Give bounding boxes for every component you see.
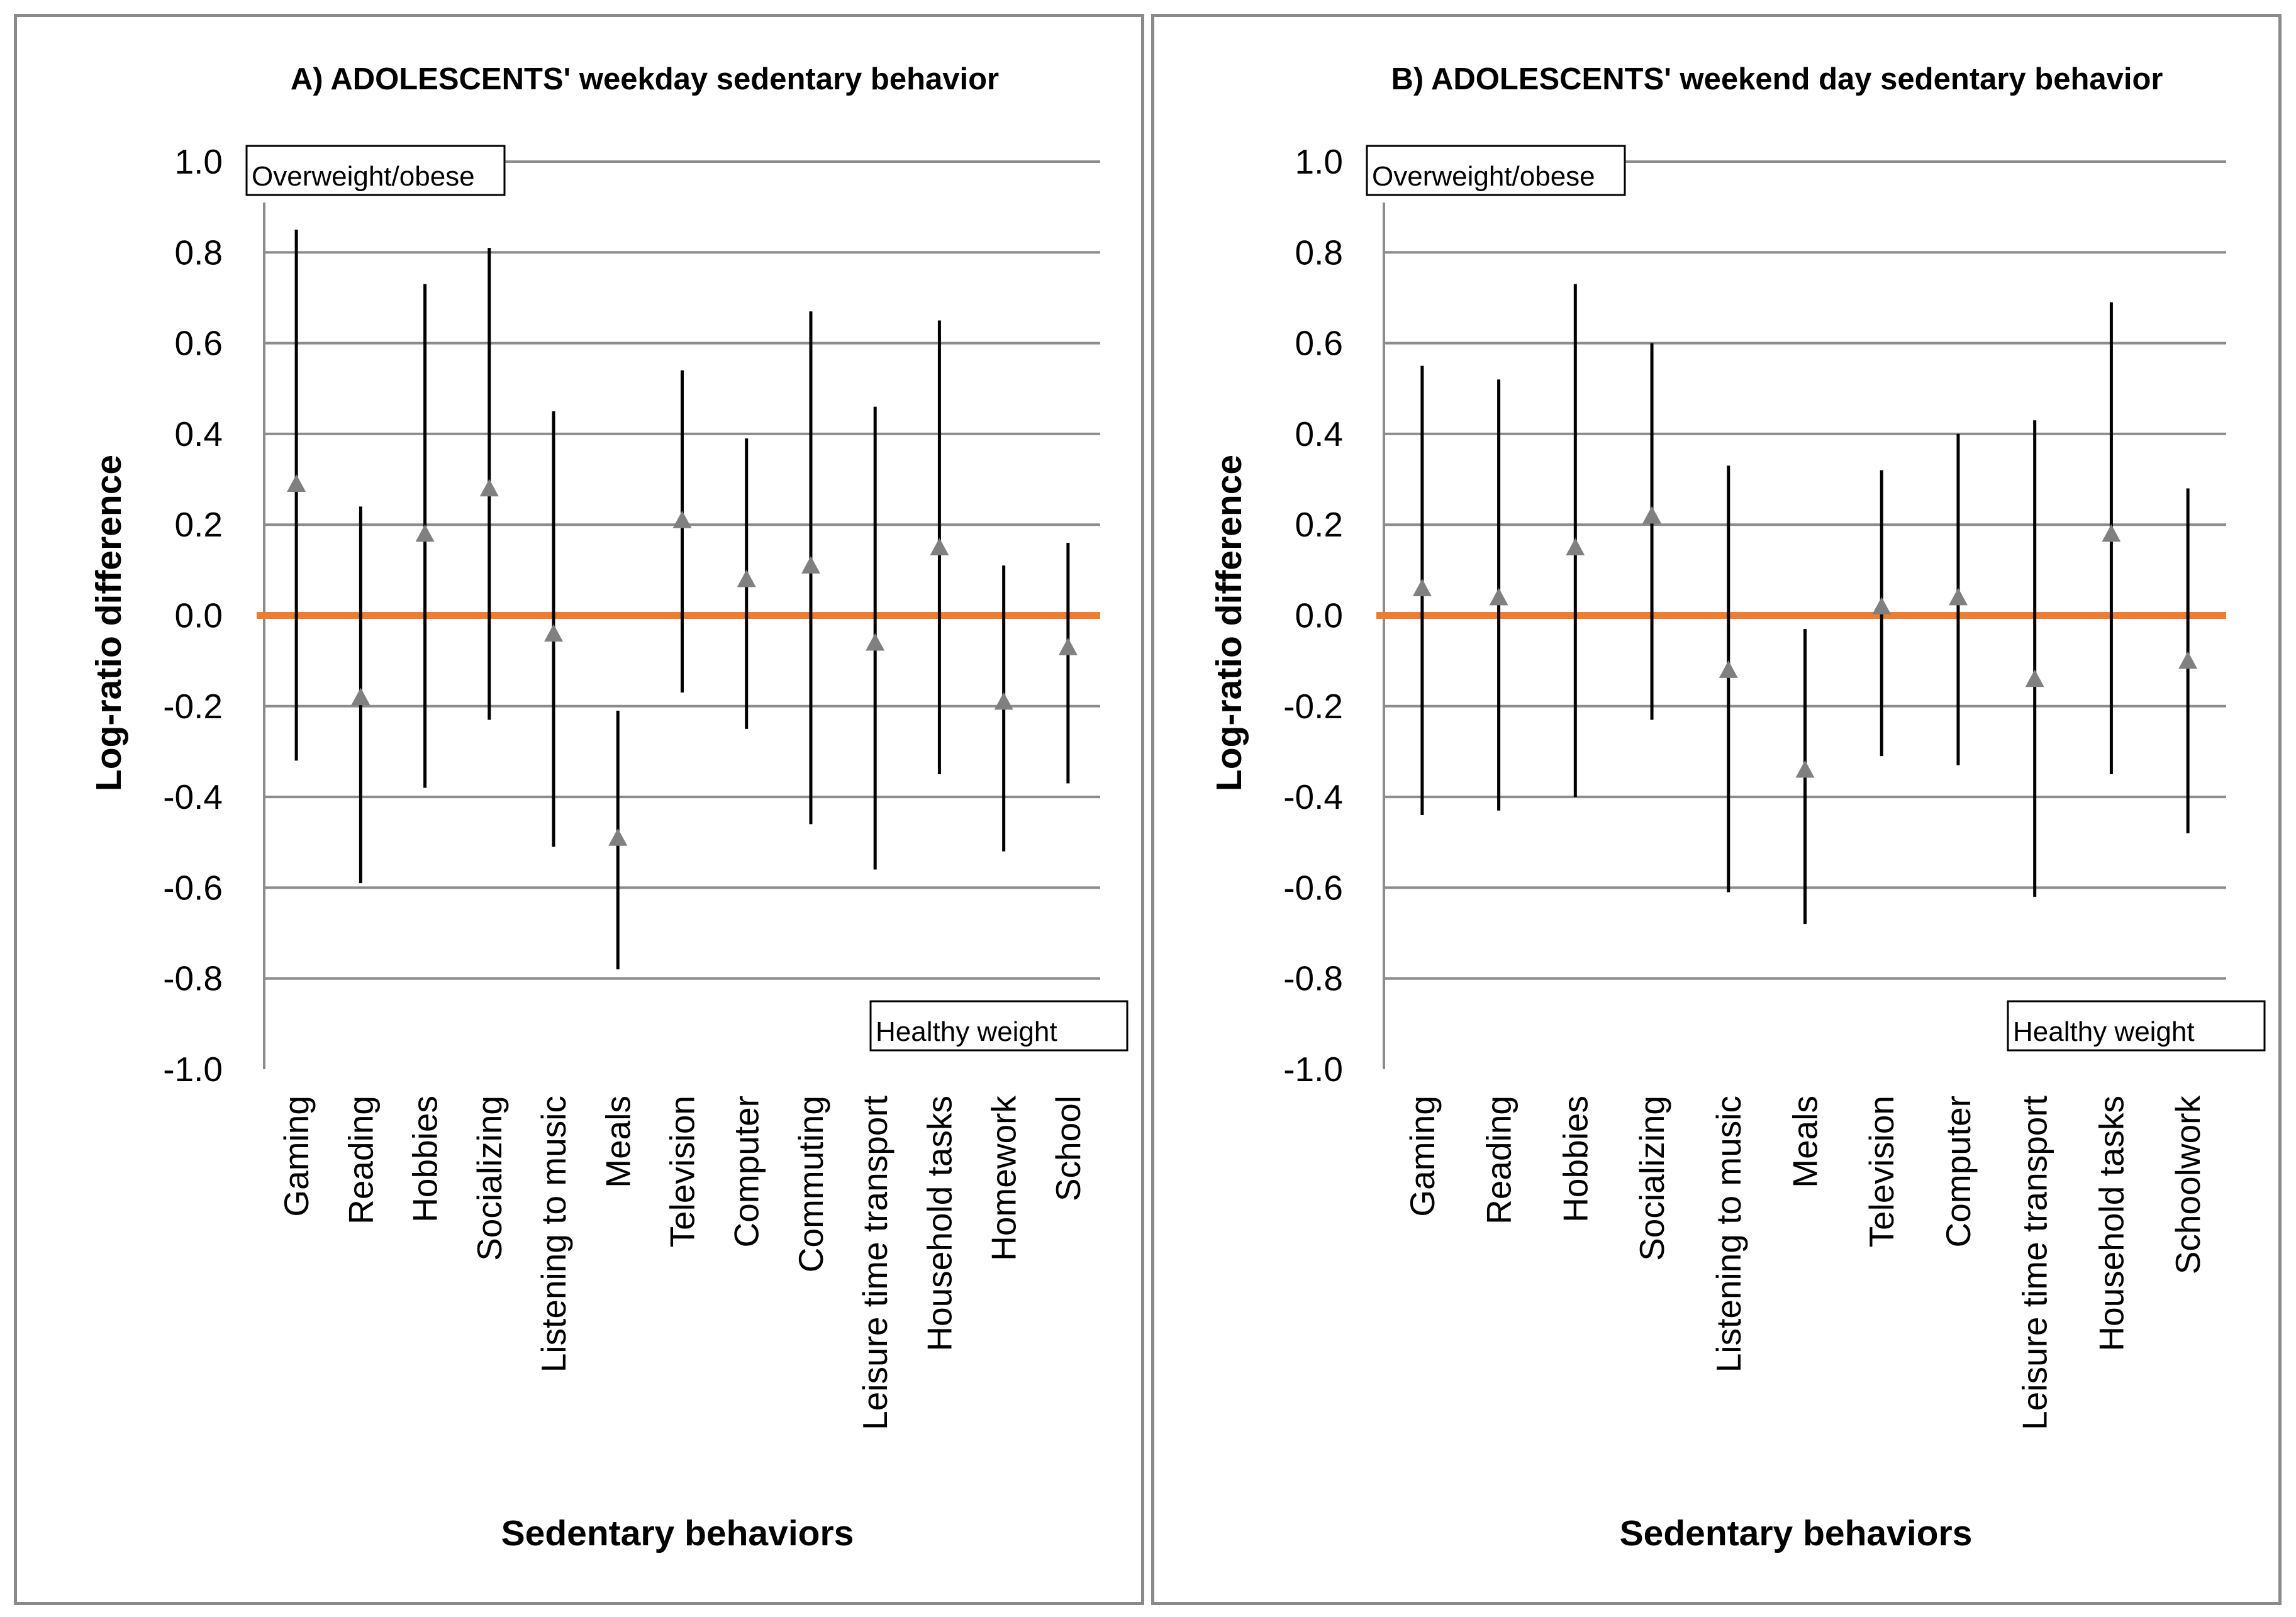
data-point-marker xyxy=(866,633,885,651)
data-point-marker xyxy=(544,624,564,642)
x-tick-label: Commuting xyxy=(791,1096,830,1272)
error-bars xyxy=(1420,284,2190,925)
x-tick-label: Gaming xyxy=(1403,1096,1442,1217)
y-tick-label: -0.6 xyxy=(163,868,223,907)
x-tick-label: Socializing xyxy=(1632,1096,1671,1261)
x-tick-label: Listening to music xyxy=(1709,1096,1748,1372)
overweight-label-box xyxy=(1366,145,1626,196)
y-tick-labels: 1.0 0.8 0.6 0.4 0.2 0.0 -0.2 -0.4 -0.6 -0.8 -1.0 xyxy=(163,142,223,1089)
y-tick-label: 0.2 xyxy=(175,505,223,544)
y-tick-label: 0.6 xyxy=(1295,324,1343,363)
y-tick-label: 0.8 xyxy=(1295,233,1343,272)
y-tick-label: -1.0 xyxy=(163,1050,223,1089)
x-tick-label: Homework xyxy=(984,1096,1023,1261)
x-tick-label: Schoolwork xyxy=(2168,1096,2207,1275)
x-tick-label: Household tasks xyxy=(920,1096,959,1352)
x-tick-label: Television xyxy=(663,1096,702,1248)
data-point-marker xyxy=(479,479,499,497)
healthy-weight-label-box xyxy=(869,1000,1128,1052)
data-point-marker xyxy=(1948,587,1968,606)
y-tick-label: 1.0 xyxy=(1295,142,1343,181)
chart-panel-b: 1.0 0.8 0.6 0.4 0.2 0.0 -0.2 -0.4 -0.6 -0.8 -1.0 G… xyxy=(1151,14,2282,1605)
chart-title: B) ADOLESCENTS' weekend day sedentary be… xyxy=(1391,62,2163,96)
x-tick-label: Listening to music xyxy=(534,1096,573,1372)
y-tick-label: 0.6 xyxy=(175,324,223,363)
healthy-weight-label-box xyxy=(2007,1000,2266,1052)
y-tick-label: -0.6 xyxy=(1283,868,1343,907)
data-point-marker xyxy=(1872,597,1892,614)
data-point-marker xyxy=(737,569,756,587)
x-axis-label: Sedentary behaviors xyxy=(1620,1513,1973,1553)
data-point-marker xyxy=(415,524,435,542)
y-tick-label: 0.2 xyxy=(1295,505,1343,544)
x-tick-labels: Gaming Reading Hobbies Socializing Listening… xyxy=(277,1096,1088,1430)
healthy-weight-label: Healthy weight xyxy=(2013,1016,2195,1047)
y-tick-label: -1.0 xyxy=(1283,1050,1343,1089)
data-points xyxy=(287,474,1078,846)
x-tick-label: School xyxy=(1049,1096,1088,1201)
data-point-marker xyxy=(2178,651,2198,669)
x-tick-label: Computer xyxy=(1939,1096,1978,1247)
data-point-marker xyxy=(1489,587,1508,606)
data-point-marker xyxy=(287,474,306,492)
data-point-marker xyxy=(351,687,371,706)
data-point-marker xyxy=(672,510,692,528)
x-tick-label: Household tasks xyxy=(2092,1096,2131,1352)
y-axis-label: Log-ratio difference xyxy=(1209,455,1249,791)
data-point-marker xyxy=(1642,506,1662,524)
data-points xyxy=(1412,506,2198,778)
chart-title: A) ADOLESCENTS' weekday sedentary behavi… xyxy=(291,62,999,96)
x-tick-label: Leisure time transport xyxy=(2015,1096,2054,1430)
x-tick-label: Meals xyxy=(1786,1096,1825,1188)
x-tick-label: Hobbies xyxy=(1556,1096,1595,1223)
data-point-marker xyxy=(608,828,628,846)
y-tick-label: -0.4 xyxy=(163,777,223,816)
data-point-marker xyxy=(801,556,820,574)
x-tick-label: Leisure time transport xyxy=(855,1096,894,1430)
data-point-marker xyxy=(2102,524,2121,542)
x-tick-label: Reading xyxy=(1480,1096,1519,1225)
x-axis-label: Sedentary behaviors xyxy=(501,1513,854,1553)
overweight-label: Overweight/obese xyxy=(1372,161,1595,192)
x-tick-label: Gaming xyxy=(277,1096,316,1217)
x-tick-label: Reading xyxy=(341,1096,380,1225)
y-tick-label: -0.4 xyxy=(1283,777,1343,816)
data-point-marker xyxy=(1058,638,1078,655)
data-point-marker xyxy=(1719,660,1738,678)
x-tick-label: Computer xyxy=(727,1096,766,1247)
x-tick-label: Meals xyxy=(598,1096,637,1188)
x-tick-label: Hobbies xyxy=(406,1096,445,1223)
y-tick-label: 0.4 xyxy=(175,414,223,453)
chart-b-svg: 1.0 0.8 0.6 0.4 0.2 0.0 -0.2 -0.4 -0.6 -0.8 -1.0 G… xyxy=(1209,62,2266,1553)
data-point-marker xyxy=(2025,669,2044,687)
overweight-label-box xyxy=(245,145,506,196)
overweight-label: Overweight/obese xyxy=(252,161,475,192)
x-tick-label: Socializing xyxy=(470,1096,509,1261)
data-point-marker xyxy=(994,692,1013,710)
error-bars xyxy=(294,230,1070,970)
y-tick-label: -0.2 xyxy=(163,687,223,726)
data-point-marker xyxy=(1412,579,1432,596)
chart-a-svg: 1.0 0.8 0.6 0.4 0.2 0.0 -0.2 -0.4 -0.6 -0.8 -1.0 G… xyxy=(89,62,1128,1553)
y-tick-label: 0.4 xyxy=(1295,414,1343,453)
healthy-weight-label: Healthy weight xyxy=(876,1016,1057,1047)
data-point-marker xyxy=(1795,760,1815,778)
y-tick-label: 0.0 xyxy=(1295,596,1343,635)
y-tick-label: -0.2 xyxy=(1283,687,1343,726)
x-tick-labels: Gaming Reading Hobbies Socializing Listening… xyxy=(1403,1096,2207,1430)
data-point-marker xyxy=(1566,538,1585,556)
y-tick-label: -0.8 xyxy=(1283,959,1343,998)
x-tick-label: Television xyxy=(1862,1096,1901,1248)
y-tick-label: -0.8 xyxy=(163,959,223,998)
chart-panel-a: 1.0 0.8 0.6 0.4 0.2 0.0 -0.2 -0.4 -0.6 -0.8 -1.0 G… xyxy=(14,14,1144,1605)
y-tick-label: 1.0 xyxy=(175,142,223,181)
data-point-marker xyxy=(930,538,949,556)
y-axis-label: Log-ratio difference xyxy=(89,455,129,791)
y-tick-labels: 1.0 0.8 0.6 0.4 0.2 0.0 -0.2 -0.4 -0.6 -0.8 -1.0 xyxy=(1283,142,1343,1089)
y-tick-label: 0.0 xyxy=(175,596,223,635)
y-tick-label: 0.8 xyxy=(175,233,223,272)
